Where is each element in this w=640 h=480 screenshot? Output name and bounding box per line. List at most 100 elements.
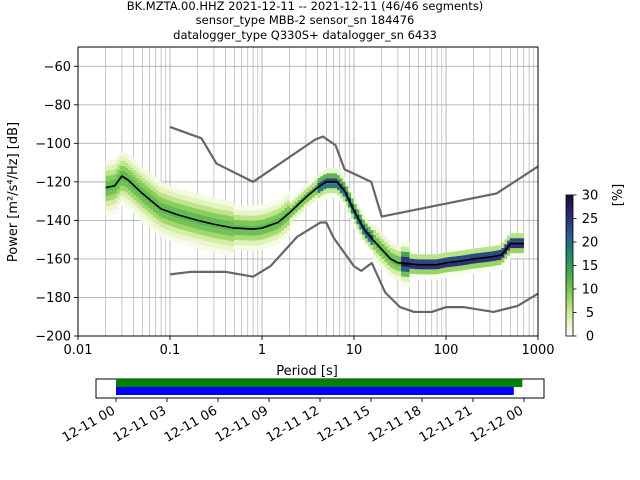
heatmap-cell: [144, 195, 148, 201]
heatmap-cell: [253, 205, 257, 211]
heatmap-cell: [211, 207, 215, 213]
heatmap-cell: [337, 180, 341, 186]
heatmap-cell: [515, 233, 519, 239]
timeline-tick-label: 12-11 21: [417, 403, 475, 445]
heatmap-cell: [387, 239, 391, 245]
heatmap-cell: [133, 210, 137, 216]
heatmap-cell: [139, 200, 143, 206]
heatmap-cell: [208, 196, 212, 202]
heatmap-cell: [292, 200, 296, 206]
heatmap-cell: [192, 242, 196, 248]
heatmap-cell: [214, 223, 218, 229]
heatmap-cell: [217, 203, 221, 209]
heatmap-cell: [139, 195, 143, 201]
heatmap-cell: [161, 228, 165, 234]
heatmap-cell: [200, 245, 204, 251]
heatmap-cell: [490, 246, 494, 252]
heatmap-cell: [172, 222, 176, 228]
heatmap-cell: [111, 174, 115, 180]
heatmap-cell: [161, 218, 165, 224]
heatmap-cell: [236, 240, 240, 246]
heatmap-cell: [167, 235, 171, 241]
heatmap-cell: [331, 173, 335, 179]
heatmap-cell: [211, 222, 215, 228]
heatmap-cell: [515, 253, 519, 259]
heatmap-cell: [267, 237, 271, 243]
heatmap-cell: [141, 207, 146, 213]
heatmap-cell: [161, 183, 165, 189]
heatmap-cell: [127, 174, 132, 180]
heatmap-cell: [225, 205, 229, 211]
heatmap-cell: [225, 240, 229, 246]
heatmap-cell: [504, 239, 508, 245]
heatmap-cell: [133, 165, 137, 171]
heatmap-cell: [331, 178, 335, 184]
heatmap-cell: [178, 223, 182, 229]
heatmap-cell: [203, 235, 207, 241]
heatmap-cell: [518, 253, 522, 259]
heatmap-cell: [217, 238, 221, 244]
coverage-bar-green: [116, 379, 523, 387]
heatmap-cell: [239, 245, 243, 251]
heatmap-cell: [484, 257, 488, 263]
heatmap-cell: [415, 254, 419, 260]
heatmap-cell: [364, 223, 368, 229]
heatmap-cell: [384, 262, 388, 268]
heatmap-cell: [208, 217, 212, 223]
heatmap-cell: [334, 168, 338, 174]
heatmap-cell: [456, 270, 460, 276]
heatmap-cell: [267, 217, 271, 223]
heatmap-cell: [356, 209, 360, 215]
heatmap-cell: [172, 197, 176, 203]
heatmap-cell: [261, 219, 265, 225]
heatmap-cell: [264, 218, 268, 224]
heatmap-cell: [122, 160, 126, 166]
heatmap-cell: [364, 228, 368, 234]
heatmap-cell: [247, 220, 251, 226]
heatmap-cell: [328, 188, 332, 194]
heatmap-cell: [242, 205, 246, 211]
heatmap-cell: [175, 218, 179, 224]
heatmap-cell: [105, 170, 109, 176]
mode-line: [105, 175, 524, 266]
heatmap-cell: [373, 234, 377, 240]
heatmap-cell: [225, 200, 229, 206]
heatmap-cell: [231, 231, 235, 237]
heatmap-cell: [281, 230, 285, 236]
heatmap-cell: [501, 257, 505, 263]
heatmap-cell: [192, 232, 196, 238]
heatmap-cell: [211, 217, 215, 223]
heatmap-cell: [409, 273, 413, 279]
heatmap-cell: [167, 220, 171, 226]
heatmap-cell: [161, 208, 165, 214]
heatmap-cell: [442, 257, 447, 263]
heatmap-cell: [175, 193, 179, 199]
heatmap-cell: [284, 202, 288, 208]
y-tick-label: −100: [35, 137, 71, 152]
heatmap-cell: [493, 245, 497, 251]
heatmap-cell: [437, 273, 441, 279]
heatmap-cell: [219, 229, 224, 235]
heatmap-cell: [339, 188, 343, 194]
heatmap-cell: [203, 205, 207, 211]
heatmap-cell: [111, 159, 115, 165]
heatmap-cell: [206, 211, 210, 217]
heatmap-cell: [192, 237, 196, 243]
heatmap-cell: [114, 198, 118, 204]
heatmap-cell: [403, 251, 407, 257]
heatmap-cell: [192, 217, 196, 223]
heatmap-cell: [412, 258, 416, 264]
heatmap-cell: [311, 182, 316, 188]
heatmap-cell: [144, 175, 148, 181]
heatmap-cell: [445, 252, 449, 258]
heatmap-cell: [286, 230, 290, 236]
heatmap-cell: [192, 202, 196, 208]
heatmap-cell: [141, 217, 146, 223]
heatmap-cell: [180, 189, 185, 195]
heatmap-cell: [219, 219, 224, 225]
heatmap-cell: [314, 175, 318, 181]
heatmap-cell: [473, 268, 477, 274]
heatmap-cell: [172, 232, 176, 238]
heatmap-cell: [189, 232, 193, 238]
